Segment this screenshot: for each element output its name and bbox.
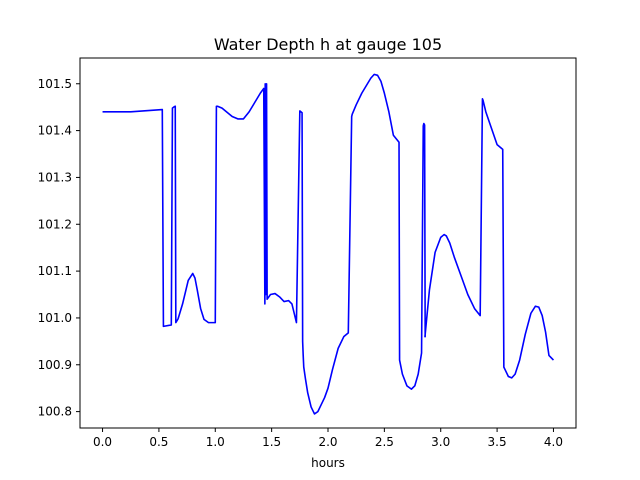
x-tick-label: 1.0 <box>206 435 225 449</box>
y-tick-label: 101.4 <box>38 124 72 138</box>
y-tick-label: 101.0 <box>38 311 72 325</box>
x-tick-label: 0.0 <box>93 435 112 449</box>
x-tick-label: 2.0 <box>318 435 337 449</box>
y-tick-label: 100.9 <box>38 358 72 372</box>
y-tick-label: 101.5 <box>38 77 72 91</box>
y-axis: 100.8 100.9 101.0 101.1 101.2 101.3 101.4 101.5 <box>38 77 80 419</box>
x-axis-label: hours <box>311 456 345 470</box>
x-tick-label: 1.5 <box>262 435 281 449</box>
x-tick-label: 3.5 <box>488 435 507 449</box>
x-axis: 0.0 0.5 1.0 1.5 2.0 2.5 3.0 3.5 4.0 <box>93 428 563 449</box>
x-tick-label: 4.0 <box>544 435 563 449</box>
x-tick-label: 3.0 <box>431 435 450 449</box>
x-tick-label: 2.5 <box>375 435 394 449</box>
y-tick-label: 101.3 <box>38 170 72 184</box>
chart-title: Water Depth h at gauge 105 <box>214 35 442 54</box>
y-tick-label: 101.2 <box>38 217 72 231</box>
series-layer <box>102 73 555 415</box>
series-line <box>102 73 555 415</box>
y-tick-label: 101.1 <box>38 264 72 278</box>
x-tick-label: 0.5 <box>149 435 168 449</box>
y-tick-label: 100.8 <box>38 405 72 419</box>
